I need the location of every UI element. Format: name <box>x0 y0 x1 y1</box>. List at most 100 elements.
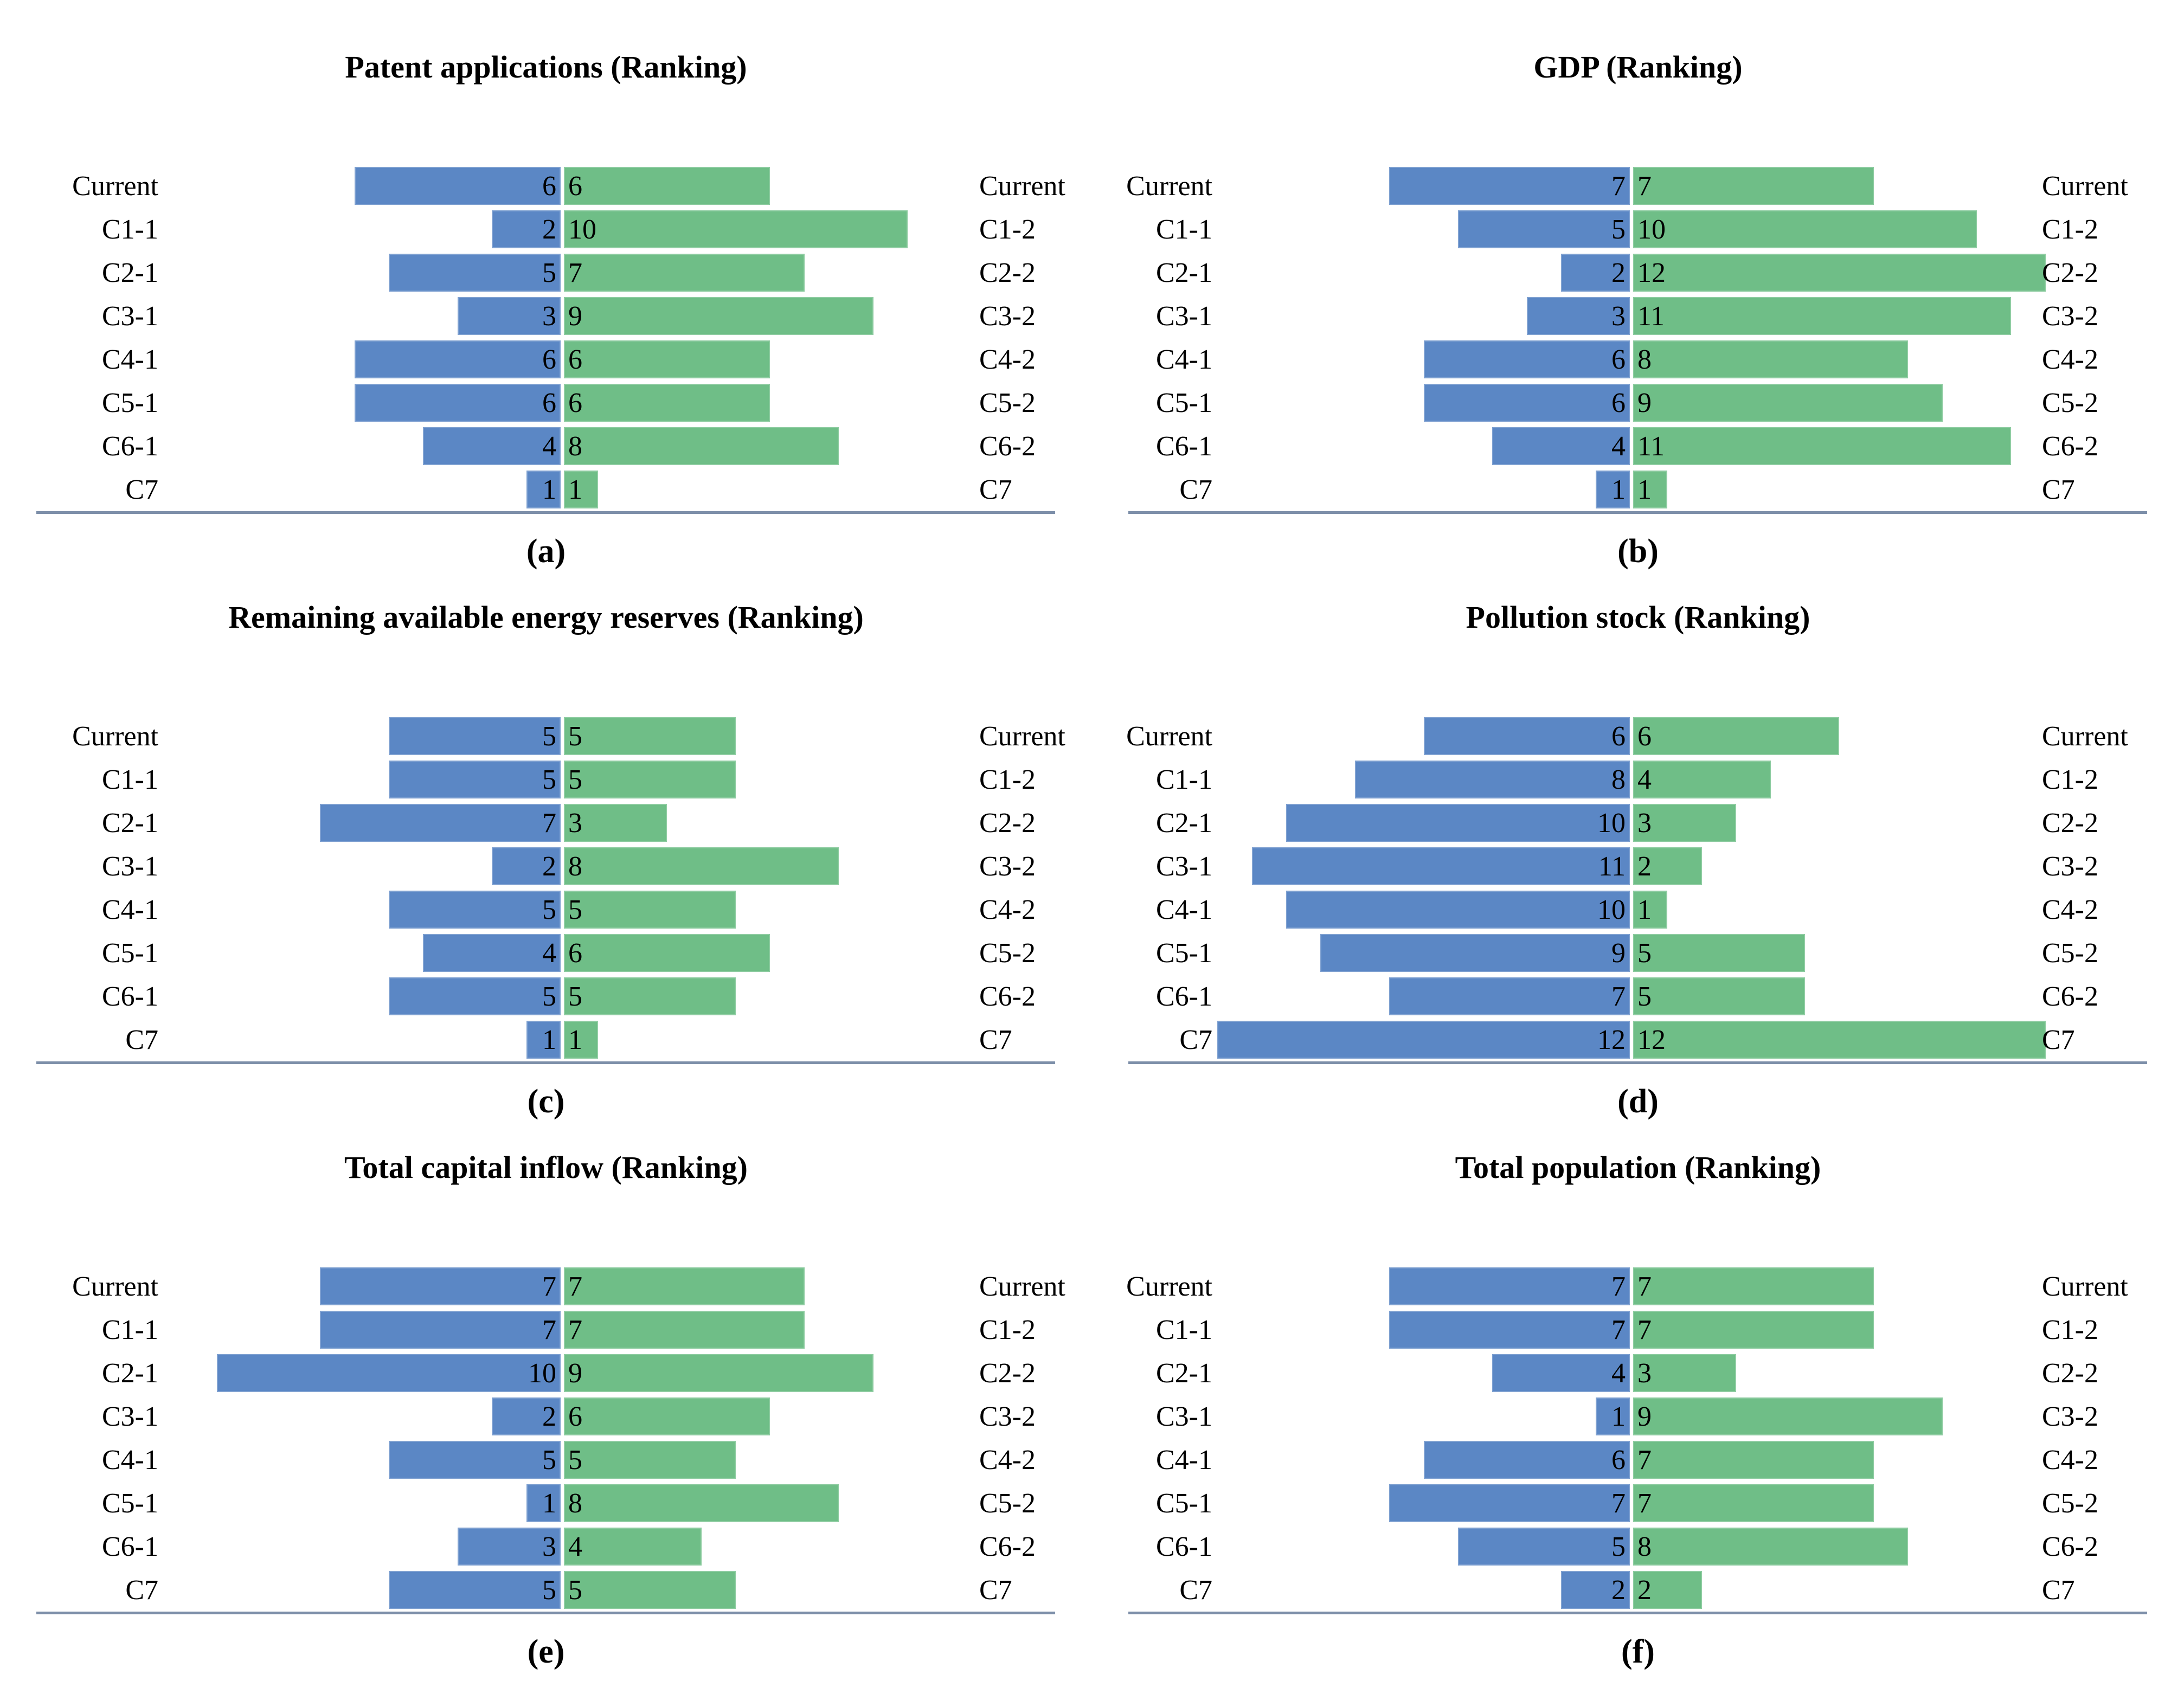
right-bar-value: 7 <box>1637 1271 1652 1302</box>
left-bar-value: 6 <box>542 344 556 375</box>
left-blue-bar <box>389 717 561 755</box>
chart-panel-f: Total population (Ranking) Current 7 7 Curr… <box>1092 1100 2184 1670</box>
right-bar-value: 5 <box>1637 938 1652 969</box>
left-category-label: C3-1 <box>1156 851 1212 882</box>
right-bar-value: 1 <box>568 474 582 505</box>
right-category-label: C7 <box>979 1575 1012 1606</box>
left-bar-value: 1 <box>1611 1401 1626 1432</box>
left-bar-value: 5 <box>542 764 556 795</box>
right-category-label: C1-2 <box>979 1315 1036 1345</box>
left-bar-value: 7 <box>1611 1315 1626 1345</box>
right-bar-value: 7 <box>1637 1488 1652 1519</box>
right-category-label: C7 <box>979 1025 1012 1055</box>
right-bar-value: 11 <box>1637 431 1665 462</box>
bar-row: C5-1 6 6 C5-2 <box>0 384 1092 422</box>
left-category-label: C7 <box>1179 474 1212 505</box>
left-category-label: C7 <box>125 1575 158 1606</box>
left-category-label: C2-1 <box>1156 1358 1212 1389</box>
left-bar-value: 7 <box>542 1315 556 1345</box>
right-bar-value: 7 <box>1637 171 1652 202</box>
bar-row: C6-1 5 8 C6-2 <box>1092 1528 2184 1566</box>
left-blue-bar <box>526 471 561 508</box>
right-category-label: C3-2 <box>979 851 1036 882</box>
left-bar-value: 5 <box>542 981 556 1012</box>
left-bar-value: 5 <box>542 894 556 925</box>
right-green-bar <box>564 934 770 972</box>
x-axis-line <box>1128 1061 2147 1064</box>
right-bar-value: 6 <box>568 171 582 202</box>
left-bar-value: 6 <box>1611 388 1626 418</box>
left-category-label: C1-1 <box>102 214 158 245</box>
left-category-label: C5-1 <box>1156 388 1212 418</box>
right-green-bar <box>564 1441 736 1479</box>
right-category-label: C1-2 <box>979 764 1036 795</box>
bar-row: C3-1 3 9 C3-2 <box>0 297 1092 335</box>
right-bar-value: 12 <box>1637 1025 1666 1055</box>
left-bar-value: 5 <box>1611 1531 1626 1562</box>
chart-panel-e: Total capital inflow (Ranking) Current 7 7… <box>0 1100 1092 1670</box>
left-category-label: C5-1 <box>1156 938 1212 969</box>
bar-row: C6-1 3 4 C6-2 <box>0 1528 1092 1566</box>
left-blue-bar <box>1354 761 1630 798</box>
left-blue-bar <box>423 427 561 465</box>
left-category-label: C3-1 <box>1156 301 1212 332</box>
right-green-bar <box>1633 1021 2046 1059</box>
left-bar-value: 2 <box>1611 257 1626 288</box>
right-category-label: C3-2 <box>2042 301 2098 332</box>
right-green-bar <box>1633 1311 1874 1349</box>
left-category-label: C2-1 <box>102 1358 158 1389</box>
right-bar-value: 9 <box>1637 1401 1652 1432</box>
bar-row: C6-1 4 8 C6-2 <box>0 427 1092 465</box>
right-bar-value: 5 <box>568 981 582 1012</box>
bar-row: C4-1 5 5 C4-2 <box>0 1441 1092 1479</box>
left-category-label: C7 <box>125 1025 158 1055</box>
left-blue-bar <box>1217 1021 1630 1059</box>
left-bar-value: 5 <box>1611 214 1626 245</box>
right-category-label: C2-2 <box>2042 808 2098 839</box>
right-green-bar <box>1633 804 1737 842</box>
left-category-label: C2-1 <box>1156 257 1212 288</box>
left-bar-value: 3 <box>1611 301 1626 332</box>
left-category-label: C4-1 <box>102 1445 158 1476</box>
right-green-bar <box>564 471 599 508</box>
right-category-label: C4-2 <box>2042 344 2098 375</box>
left-blue-bar <box>457 1528 561 1566</box>
left-bar-value: 10 <box>1597 808 1626 839</box>
left-bar-value: 4 <box>1611 1358 1626 1389</box>
left-category-label: C4-1 <box>102 894 158 925</box>
right-category-label: C2-2 <box>979 808 1036 839</box>
left-bar-value: 1 <box>542 1488 556 1519</box>
right-bar-value: 2 <box>1637 1575 1652 1606</box>
bar-row: C4-1 6 6 C4-2 <box>0 340 1092 378</box>
left-category-label: Current <box>1126 171 1212 202</box>
left-category-label: C1-1 <box>1156 1315 1212 1345</box>
bar-row: C5-1 7 7 C5-2 <box>1092 1484 2184 1522</box>
left-blue-bar <box>389 761 561 798</box>
bar-row: C3-1 3 11 C3-2 <box>1092 297 2184 335</box>
right-green-bar <box>1633 427 2012 465</box>
right-category-label: Current <box>979 171 1065 202</box>
bar-row: C7 1 1 C7 <box>0 471 1092 508</box>
right-category-label: C2-2 <box>979 257 1036 288</box>
right-bar-value: 2 <box>1637 851 1652 882</box>
left-blue-bar <box>1492 1354 1630 1392</box>
left-bar-value: 7 <box>1611 981 1626 1012</box>
bar-row: C5-1 9 5 C5-2 <box>1092 934 2184 972</box>
bar-row: C1-1 7 7 C1-2 <box>1092 1311 2184 1349</box>
right-category-label: C6-2 <box>979 431 1036 462</box>
right-category-label: C3-2 <box>979 1401 1036 1432</box>
right-green-bar <box>564 1354 873 1392</box>
left-blue-bar <box>1251 847 1630 885</box>
right-category-label: C5-2 <box>979 938 1036 969</box>
bar-row: C1-1 7 7 C1-2 <box>0 1311 1092 1349</box>
right-green-bar <box>1633 1397 1943 1435</box>
bar-row: C1-1 8 4 C1-2 <box>1092 761 2184 798</box>
left-category-label: Current <box>1126 1271 1212 1302</box>
right-category-label: C6-2 <box>2042 981 2098 1012</box>
left-category-label: C3-1 <box>102 301 158 332</box>
right-category-label: Current <box>2042 171 2128 202</box>
left-category-label: C4-1 <box>1156 344 1212 375</box>
right-category-label: C1-2 <box>2042 1315 2098 1345</box>
right-green-bar <box>1633 297 2012 335</box>
left-blue-bar <box>1561 254 1630 292</box>
